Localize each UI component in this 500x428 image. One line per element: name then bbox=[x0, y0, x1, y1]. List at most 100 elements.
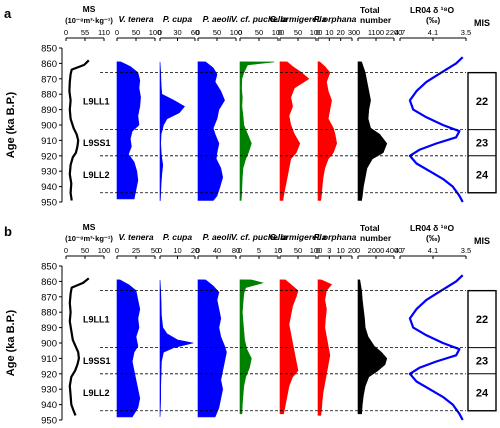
unit-label: L9LL2 bbox=[83, 388, 110, 398]
series-line bbox=[408, 274, 464, 421]
column-vt: V. tenera 0 50 100 bbox=[115, 14, 162, 200]
scale-tick-label: 55 bbox=[81, 28, 89, 37]
scale-tick-label: 50 bbox=[255, 28, 263, 37]
column-title: P. cupa bbox=[163, 14, 192, 24]
column-title: G. armigerella bbox=[270, 232, 327, 242]
series-area bbox=[357, 279, 388, 415]
series-area bbox=[159, 279, 194, 417]
scale-tick-label: 0 bbox=[158, 246, 162, 255]
scale-tick-label: 2000 bbox=[368, 246, 385, 255]
y-tick-label: 880 bbox=[41, 308, 57, 319]
scale-tick-label: 0 bbox=[158, 28, 162, 37]
scale-tick-label: 4.1 bbox=[428, 246, 438, 255]
scale-tick-label: 1100 bbox=[368, 28, 384, 37]
scale-tick-label: 4.7 bbox=[395, 28, 405, 37]
column-subtitle: (10⁻⁸m³·kg⁻¹) bbox=[65, 234, 113, 243]
scale-tick-label: 20 bbox=[348, 246, 356, 255]
y-tick-label: 910 bbox=[41, 136, 57, 147]
series-area bbox=[197, 279, 227, 418]
scale-tick-label: 30 bbox=[348, 28, 356, 37]
series-line bbox=[68, 277, 90, 416]
series-line bbox=[408, 56, 464, 203]
scale-tick-label: 0 bbox=[316, 28, 320, 37]
column-ms: MS (10⁻⁸m³·kg⁻¹) 0 50 100 bbox=[64, 222, 113, 416]
mis-label: 24 bbox=[476, 387, 489, 399]
scale-tick-label: 60 bbox=[191, 28, 199, 37]
column-title: P. orphana bbox=[314, 232, 357, 242]
column-po: P. orphana 0 10 20 30 bbox=[314, 14, 357, 201]
column-title: MS bbox=[83, 222, 96, 232]
scale-tick-label: 30 bbox=[173, 28, 181, 37]
scale-tick-label: 100 bbox=[230, 28, 243, 37]
column-title: Total bbox=[360, 223, 380, 233]
y-tick-label: 940 bbox=[41, 400, 57, 411]
scale-tick-label: 10 bbox=[336, 246, 344, 255]
series-area bbox=[357, 61, 388, 201]
scale-tick-label: 50 bbox=[213, 28, 221, 37]
column-title: LR04 δ ¹⁸O bbox=[410, 223, 455, 233]
scale-tick-label: 4000 bbox=[386, 246, 403, 255]
scale-tick-label: 0 bbox=[196, 246, 200, 255]
scale-tick-label: 100 bbox=[272, 28, 285, 37]
column-lr: LR04 δ ¹⁸O(‰) 4.7 4.1 3.5 bbox=[395, 5, 471, 203]
scale-tick-label: 20 bbox=[336, 28, 344, 37]
unit-label: L9LL1 bbox=[83, 97, 110, 107]
column-po: P. orphana 0 3 10 20 bbox=[314, 232, 357, 416]
scale-tick-label: 5 bbox=[257, 246, 261, 255]
scale-tick-label: 0 bbox=[316, 246, 320, 255]
series-area bbox=[279, 61, 310, 201]
column-title: P. aeoli bbox=[203, 14, 232, 24]
mis-title: MIS bbox=[474, 18, 490, 28]
panel-label: b bbox=[4, 224, 12, 239]
scale-tick-label: 0 bbox=[115, 28, 119, 37]
column-subtitle: (‰) bbox=[426, 233, 440, 243]
scale-tick-label: 100 bbox=[98, 246, 111, 255]
scale-tick-label: 3 bbox=[327, 246, 331, 255]
column-subtitle: (10⁻⁸m³·kg⁻¹) bbox=[65, 16, 113, 25]
series-area bbox=[239, 279, 264, 415]
column-title: V. tenera bbox=[118, 14, 153, 24]
column-title-line2: number bbox=[360, 233, 392, 243]
scale-tick-label: 100 bbox=[149, 28, 162, 37]
column-title: P. cupa bbox=[163, 232, 192, 242]
scale-tick-label: 0 bbox=[278, 28, 282, 37]
column-title-line2: number bbox=[360, 15, 392, 25]
column-title: LR04 δ ¹⁸O bbox=[410, 5, 455, 15]
scale-tick-label: 0 bbox=[64, 28, 68, 37]
scale-tick-label: 80 bbox=[232, 246, 240, 255]
y-tick-label: 930 bbox=[41, 167, 57, 178]
series-area bbox=[197, 61, 225, 201]
scale-tick-label: 4.7 bbox=[395, 246, 405, 255]
scale-tick-label: 50 bbox=[81, 246, 89, 255]
y-tick-label: 890 bbox=[41, 105, 57, 116]
scale-tick-label: 15 bbox=[274, 246, 282, 255]
series-area bbox=[159, 61, 185, 201]
column-title: V. cf. puchella bbox=[231, 232, 288, 242]
column-title: P. orphana bbox=[314, 14, 357, 24]
unit-label: L9LL2 bbox=[83, 170, 110, 180]
column-vp: V. cf. puchella 0 50 100 bbox=[231, 14, 287, 201]
y-tick-label: 870 bbox=[41, 74, 57, 85]
scale-tick-label: 50 bbox=[151, 246, 159, 255]
scale-tick-label: 50 bbox=[294, 246, 302, 255]
panel-label: a bbox=[4, 6, 12, 21]
y-tick-label: 870 bbox=[41, 292, 57, 303]
column-vt: V. tenera 0 25 50 bbox=[115, 232, 159, 418]
scale-tick-label: 40 bbox=[213, 246, 221, 255]
series-area bbox=[116, 61, 141, 200]
unit-label: L9LL1 bbox=[83, 315, 110, 325]
scale-tick-label: 0 bbox=[238, 246, 242, 255]
scale-tick-label: 10 bbox=[325, 28, 333, 37]
panel-a: a Age (ka B.P.) 850 860 870 880 890 900 910 920 93… bbox=[4, 4, 497, 209]
scale-tick-label: 2200 bbox=[386, 28, 403, 37]
scale-tick-label: 0 bbox=[238, 28, 242, 37]
series-area bbox=[116, 279, 141, 418]
unit-label: L9SS1 bbox=[83, 138, 111, 148]
scale-tick-label: 3.5 bbox=[461, 246, 471, 255]
y-tick-label: 940 bbox=[41, 182, 57, 193]
